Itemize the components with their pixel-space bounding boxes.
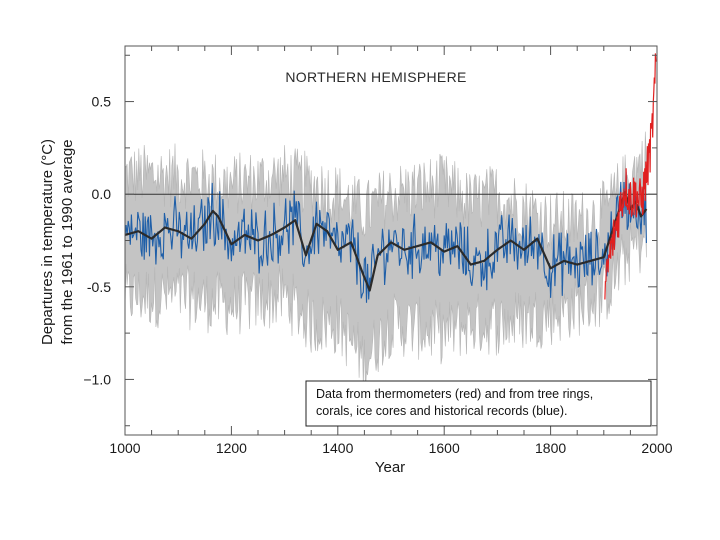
chart-title: NORTHERN HEMISPHERE: [285, 69, 466, 85]
axis-ticks: 1000 1200 1400 1600 1800 2000 0.5 0.0 -0.5 −1.0: [83, 46, 673, 456]
smoothed-series: [124, 191, 648, 292]
thermometer-series: [604, 53, 657, 300]
legend-frame: [305, 380, 652, 427]
x-tick-label: 1800: [535, 440, 566, 456]
y-axis-title-line2: from the 1961 to 1990 average: [59, 139, 76, 344]
y-tick-label: 0.5: [92, 94, 112, 110]
legend-box: Data from thermometers (red) and from tr…: [305, 380, 652, 427]
thermometer-line: [604, 53, 657, 300]
x-tick-label: 1000: [109, 440, 140, 456]
y-tick-label: -0.5: [87, 279, 111, 295]
x-tick-label: 1200: [216, 440, 247, 456]
x-tick-label: 2000: [641, 440, 672, 456]
y-axis-title-line1: Departures in temperature (°C): [39, 139, 56, 345]
legend-line-2: corals, ice cores and historical records…: [316, 404, 568, 418]
x-tick-label: 1400: [322, 440, 353, 456]
y-tick-label: 0.0: [92, 186, 112, 202]
x-tick-label: 1600: [429, 440, 460, 456]
legend-line-1: Data from thermometers (red) and from tr…: [316, 387, 593, 401]
y-tick-label: −1.0: [83, 371, 111, 387]
smoothed-line: [124, 191, 648, 292]
x-axis-title: Year: [375, 459, 405, 476]
